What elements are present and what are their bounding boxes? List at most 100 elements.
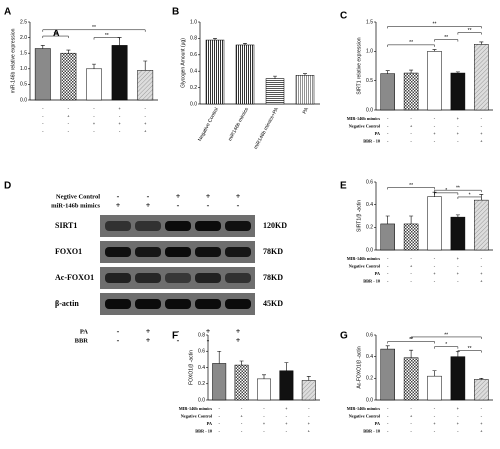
significance-bracket bbox=[434, 192, 459, 195]
condition-sign: - bbox=[434, 138, 436, 143]
error-bar bbox=[409, 215, 414, 224]
condition-sign: + bbox=[410, 413, 413, 418]
y-tick-label: 1.0 bbox=[190, 19, 197, 25]
condition-sign: - bbox=[434, 256, 436, 261]
condition-sign: + bbox=[480, 271, 483, 276]
condition-sign: - bbox=[387, 271, 389, 276]
y-tick-label: 0.4 bbox=[198, 365, 205, 371]
significance-bracket bbox=[387, 44, 435, 47]
error-bar bbox=[385, 215, 390, 224]
condition-sign: + bbox=[457, 256, 460, 261]
y-tick-label: 0.2 bbox=[198, 381, 205, 387]
bar bbox=[380, 223, 395, 251]
condition-sign: - bbox=[434, 413, 436, 418]
condition-sign: - bbox=[286, 428, 288, 433]
condition-sign: - bbox=[387, 413, 389, 418]
significance-bracket bbox=[434, 346, 459, 349]
significance-label: * bbox=[445, 188, 447, 194]
condition-sign: + bbox=[480, 278, 483, 283]
bar bbox=[474, 379, 489, 401]
condition-sign: + bbox=[457, 271, 460, 276]
bar bbox=[279, 370, 294, 401]
error-bar bbox=[409, 69, 414, 74]
condition-sign: - bbox=[410, 138, 412, 143]
protein-size: 120KD bbox=[263, 221, 287, 230]
condition-sign: - bbox=[241, 406, 243, 411]
condition-sign: - bbox=[93, 113, 95, 118]
error-bar bbox=[243, 43, 247, 45]
y-axis-label: SIRT1 relative expression bbox=[356, 37, 362, 94]
significance-bracket bbox=[387, 341, 435, 344]
blot-band bbox=[225, 299, 251, 309]
condition-sign: - bbox=[434, 263, 436, 268]
y-tick-label: 0.6 bbox=[190, 52, 197, 58]
error-bar bbox=[385, 345, 390, 350]
significance-label: * bbox=[445, 342, 447, 348]
condition-sign: + bbox=[308, 421, 311, 426]
blot-condition-sign: + bbox=[206, 192, 211, 201]
y-tick-label: 0.2 bbox=[190, 85, 197, 91]
significance-bracket bbox=[42, 29, 146, 32]
y-tick-label: 0.0 bbox=[20, 97, 27, 103]
condition-sign: + bbox=[480, 428, 483, 433]
y-axis-label: miR-146b relative expression bbox=[10, 28, 16, 93]
significance-label: ** bbox=[444, 332, 448, 338]
significance-bracket bbox=[434, 189, 482, 193]
bar bbox=[301, 380, 316, 401]
bar bbox=[235, 44, 255, 105]
condition-sign: - bbox=[93, 106, 95, 111]
y-tick-label: 1.0 bbox=[366, 49, 373, 55]
protein-size: 78KD bbox=[263, 247, 283, 256]
y-tick-label: 0.0 bbox=[366, 107, 373, 113]
condition-sign: + bbox=[480, 421, 483, 426]
error-bar bbox=[479, 41, 484, 45]
condition-sign: - bbox=[410, 428, 412, 433]
condition-sign: - bbox=[481, 116, 483, 121]
error-bar bbox=[262, 374, 266, 379]
condition-sign: - bbox=[387, 138, 389, 143]
significance-label: ** bbox=[105, 33, 109, 39]
significance-bracket bbox=[457, 350, 482, 353]
bar bbox=[205, 39, 225, 105]
blot-band bbox=[105, 221, 131, 231]
error-bar bbox=[217, 350, 222, 364]
blot-band bbox=[195, 247, 221, 257]
condition-sign: - bbox=[387, 421, 389, 426]
condition-sign: - bbox=[42, 113, 44, 118]
condition-sign: + bbox=[240, 413, 243, 418]
y-tick-label: 0.8 bbox=[198, 332, 205, 338]
significance-label: ** bbox=[468, 28, 472, 34]
protein-size: 78KD bbox=[263, 273, 283, 282]
condition-name: BBR - 10 bbox=[195, 428, 212, 433]
condition-sign: - bbox=[263, 413, 265, 418]
error-bar bbox=[479, 378, 484, 380]
condition-sign: - bbox=[241, 428, 243, 433]
error-bar bbox=[213, 38, 217, 41]
blot-condition-sign: + bbox=[116, 201, 121, 210]
blot-band bbox=[105, 247, 131, 257]
condition-sign: - bbox=[457, 413, 459, 418]
bar bbox=[450, 216, 466, 251]
panel-letter: C bbox=[340, 11, 347, 22]
blot-condition-name: BBR bbox=[75, 337, 89, 344]
condition-sign: - bbox=[42, 106, 44, 111]
condition-name: Negative Control bbox=[349, 413, 381, 418]
condition-sign: - bbox=[218, 421, 220, 426]
condition-sign: + bbox=[308, 428, 311, 433]
condition-sign: - bbox=[387, 116, 389, 121]
condition-sign: - bbox=[457, 278, 459, 283]
condition-sign: + bbox=[457, 116, 460, 121]
condition-sign: + bbox=[118, 121, 121, 126]
blot-condition-sign: - bbox=[117, 192, 120, 201]
condition-sign: - bbox=[434, 428, 436, 433]
condition-name: MIR-146b mimics bbox=[347, 406, 381, 411]
condition-sign: + bbox=[67, 113, 70, 118]
blot-condition-sign: + bbox=[236, 336, 241, 345]
blot-band bbox=[225, 221, 251, 231]
blot-band bbox=[225, 247, 251, 257]
bar bbox=[450, 356, 466, 401]
y-tick-label: 0.8 bbox=[190, 36, 197, 42]
panel-letter: A bbox=[4, 7, 11, 18]
y-tick-label: 0.0 bbox=[190, 101, 197, 107]
